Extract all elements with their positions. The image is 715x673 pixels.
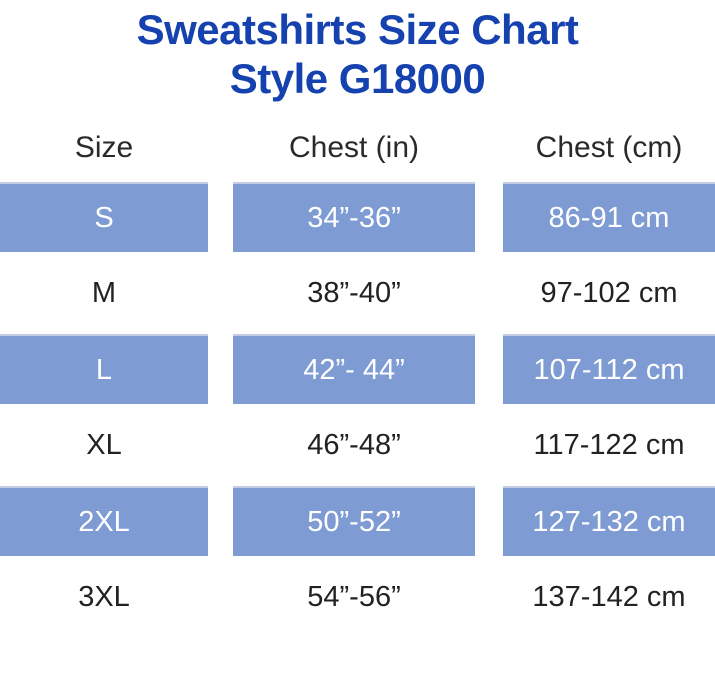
size-table: Size Chest (in) Chest (cm) S 34”-36” 86-…: [0, 129, 715, 632]
cell-chest-cm: 97-102 cm: [540, 276, 678, 309]
table-row-m: M 38”-40” 97-102 cm: [0, 258, 715, 328]
cell-size: XL: [86, 428, 122, 461]
table-row-2xl: 2XL 50”-52” 127-132 cm: [0, 486, 715, 556]
cell-chest-cm: 107-112 cm: [503, 334, 715, 404]
cell-size: M: [91, 276, 117, 309]
column-gap: [475, 486, 503, 556]
cell-chest-in: 50”-52”: [233, 486, 475, 556]
column-gap: [208, 182, 233, 252]
cell-size: 2XL: [0, 486, 208, 556]
cell-chest-cm: 137-142 cm: [532, 580, 686, 613]
column-gap: [208, 129, 233, 167]
column-gap: [208, 410, 233, 480]
column-gap: [475, 334, 503, 404]
page-title: Sweatshirts Size Chart Style G18000: [0, 0, 715, 103]
cell-chest-cm: 117-122 cm: [533, 428, 685, 461]
cell-size: L: [0, 334, 208, 404]
title-line-1: Sweatshirts Size Chart: [136, 6, 579, 53]
column-gap: [475, 182, 503, 252]
column-gap: [475, 129, 503, 167]
cell-chest-in: 46”-48”: [307, 428, 401, 461]
column-gap: [208, 562, 233, 632]
header-size: Size: [74, 131, 134, 164]
title-line-2: Style G18000: [229, 55, 486, 102]
header-chest-in: Chest (in): [288, 131, 420, 164]
column-gap: [208, 486, 233, 556]
cell-chest-in: 54”-56”: [307, 580, 401, 613]
column-gap: [208, 258, 233, 328]
column-gap: [475, 258, 503, 328]
cell-chest-cm: 127-132 cm: [503, 486, 715, 556]
cell-size: S: [0, 182, 208, 252]
header-chest-cm: Chest (cm): [535, 131, 683, 164]
table-row-3xl: 3XL 54”-56” 137-142 cm: [0, 562, 715, 632]
cell-size: 3XL: [78, 580, 130, 613]
cell-chest-in: 42”- 44”: [233, 334, 475, 404]
cell-chest-in: 34”-36”: [233, 182, 475, 252]
column-gap: [475, 562, 503, 632]
column-gap: [208, 334, 233, 404]
table-header-row: Size Chest (in) Chest (cm): [0, 129, 715, 167]
cell-chest-in: 38”-40”: [307, 276, 401, 309]
column-gap: [475, 410, 503, 480]
table-row-xl: XL 46”-48” 117-122 cm: [0, 410, 715, 480]
table-row-s: S 34”-36” 86-91 cm: [0, 182, 715, 252]
cell-chest-cm: 86-91 cm: [503, 182, 715, 252]
table-row-l: L 42”- 44” 107-112 cm: [0, 334, 715, 404]
